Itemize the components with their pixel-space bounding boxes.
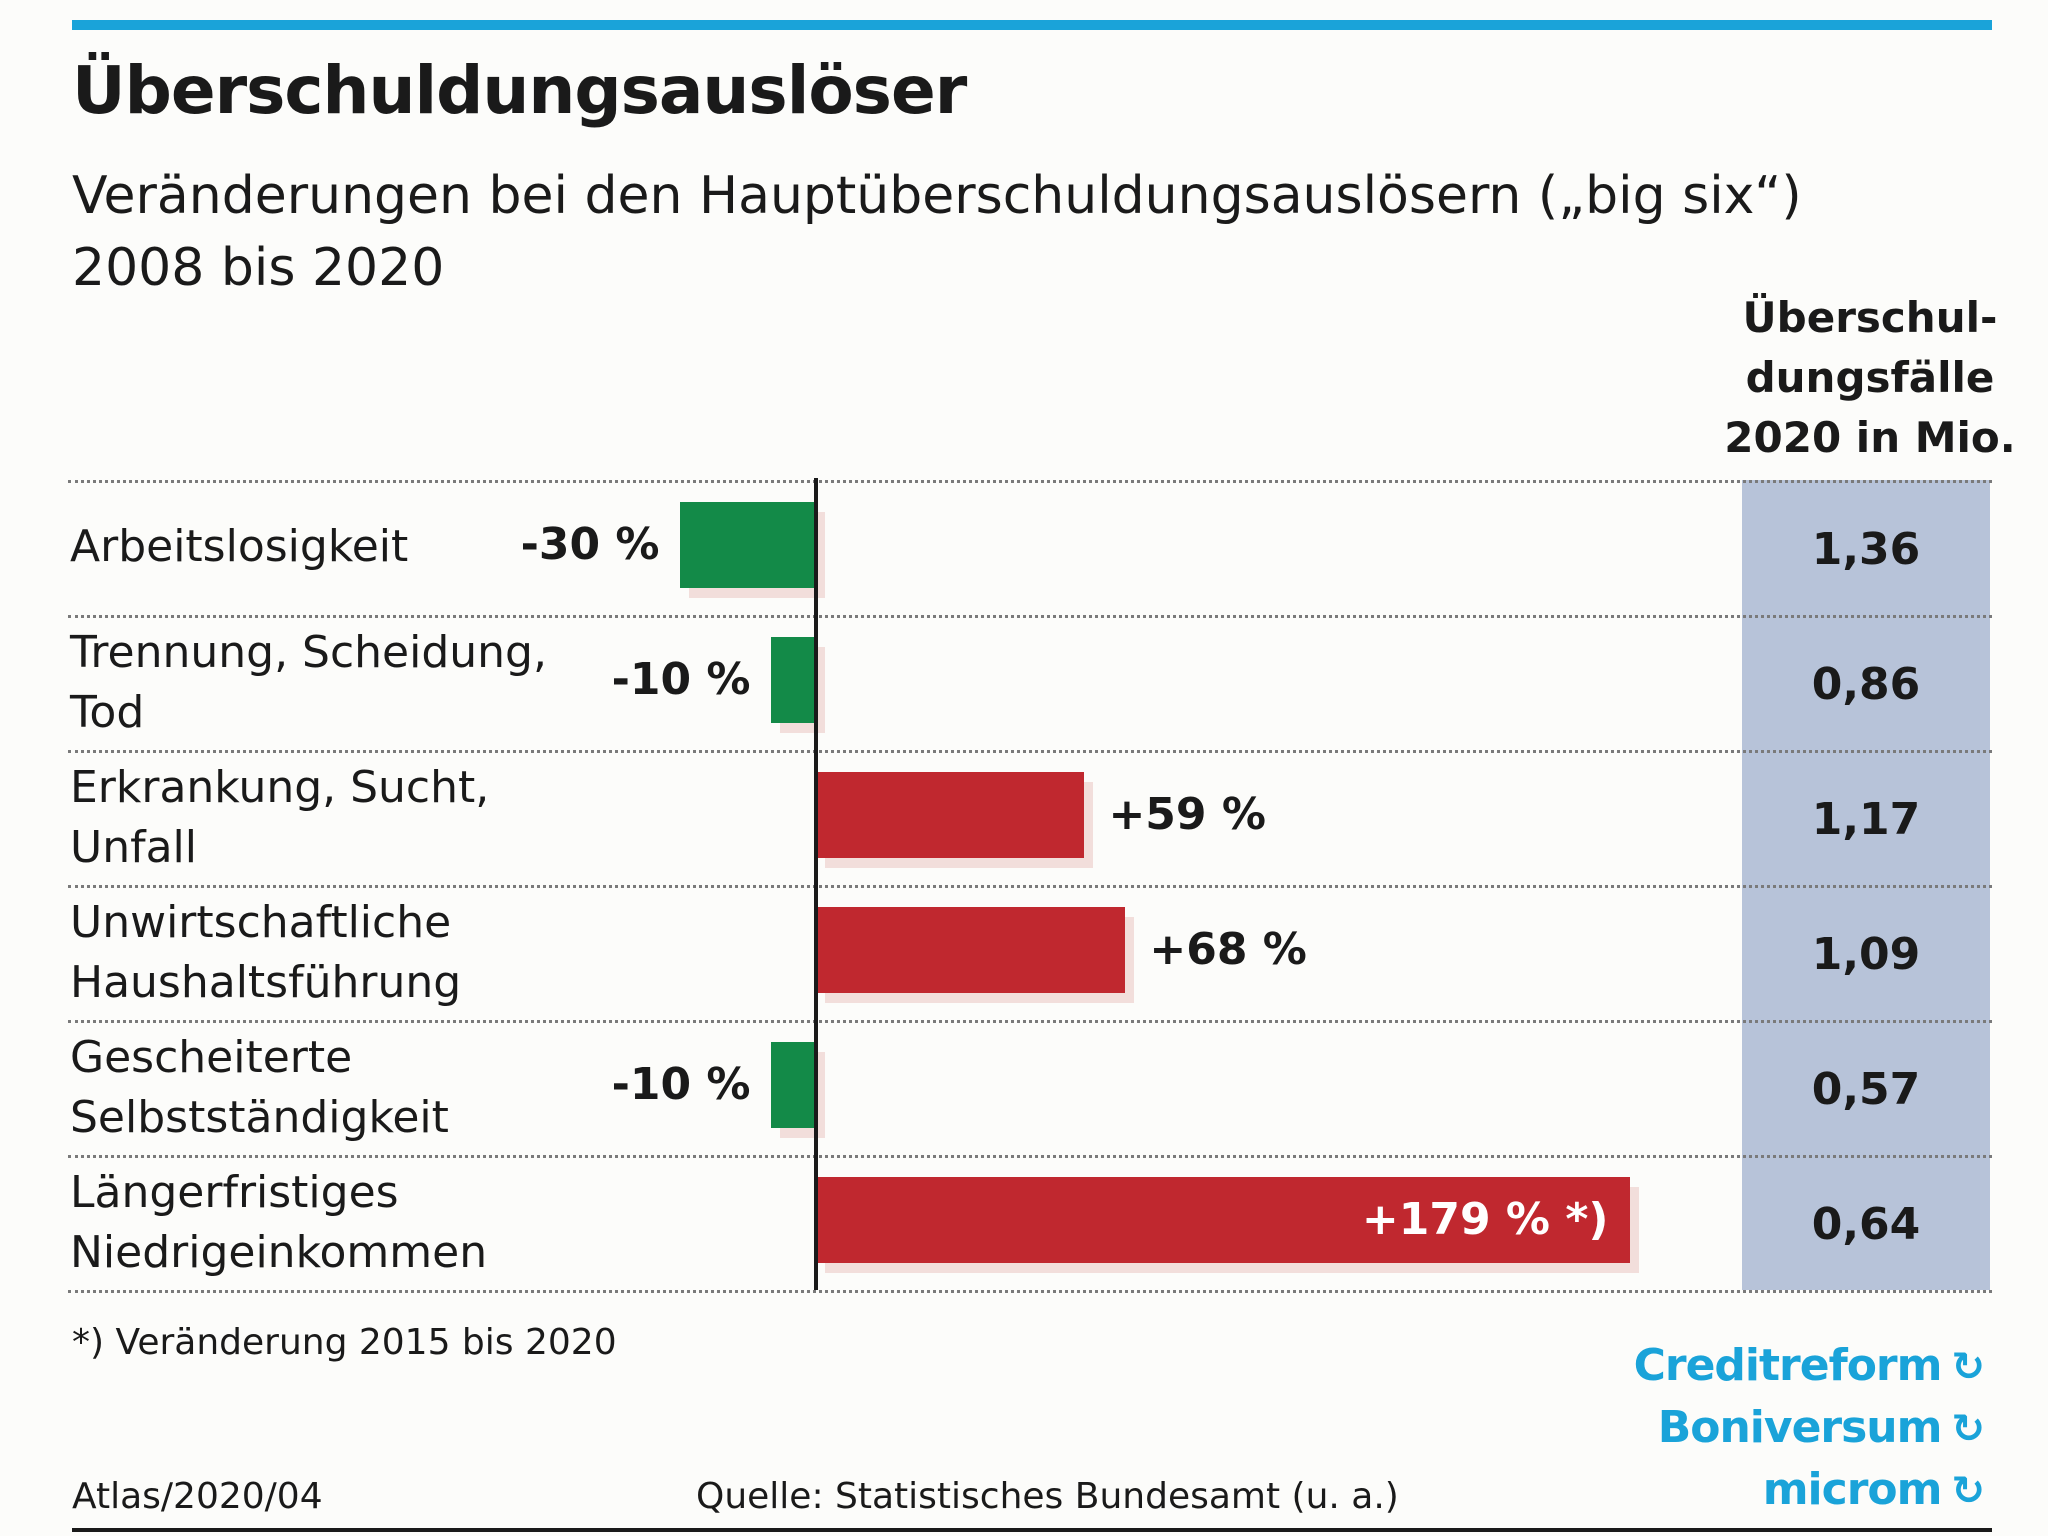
- zero-axis: [814, 478, 818, 1290]
- logo-creditreform: Creditreform ↻: [1633, 1340, 1985, 1391]
- bar-value-label: -10 %: [611, 654, 751, 705]
- category-label: Trennung, Scheidung, Tod: [70, 627, 547, 738]
- bar-3: [816, 772, 1085, 858]
- bar-5: [770, 1042, 816, 1128]
- cases-value: 1,36: [1811, 524, 1921, 575]
- bar-value-label: -10 %: [611, 1059, 751, 1110]
- row-divider: [68, 480, 1992, 483]
- bar-value-label: +68 %: [1149, 924, 1307, 975]
- row-divider: [68, 1290, 1992, 1293]
- logo-boniversum: Boniversum ↻: [1657, 1402, 1985, 1453]
- bar-value-label: +179 % *): [1361, 1194, 1609, 1245]
- source-line: Quelle: Statistisches Bundesamt (u. a.): [696, 1476, 1399, 1517]
- row-divider: [68, 1155, 1992, 1158]
- category-label: Gescheiterte Selbstständigkeit: [70, 1032, 449, 1143]
- bar-4: [816, 907, 1126, 993]
- bar-6: [816, 1177, 1631, 1263]
- cases-value: 1,09: [1811, 929, 1921, 980]
- row-divider: [68, 615, 1992, 618]
- logo-microm: microm ↻: [1762, 1464, 1985, 1515]
- row-divider: [68, 1020, 1992, 1023]
- chart-title: Überschuldungsauslöser: [72, 52, 967, 129]
- category-label: Längerfristiges Niedrigeinkommen: [70, 1167, 488, 1278]
- bar-1: [679, 502, 816, 588]
- row-divider: [68, 750, 1992, 753]
- cases-value: 0,64: [1811, 1199, 1921, 1250]
- cases-value: 1,17: [1811, 794, 1921, 845]
- value-column-header: Überschul- dungsfälle 2020 in Mio.: [1724, 293, 2016, 462]
- cases-value: 0,86: [1811, 659, 1921, 710]
- cases-value: 0,57: [1811, 1064, 1921, 1115]
- credit-line: Atlas/2020/04: [72, 1476, 323, 1517]
- bar-value-label: +59 %: [1108, 789, 1266, 840]
- chart-subtitle: Veränderungen bei den Hauptüberschuldung…: [72, 166, 1802, 298]
- bar-value-label: -30 %: [520, 519, 660, 570]
- top-accent-bar: [72, 20, 1992, 30]
- footnote: *) Veränderung 2015 bis 2020: [72, 1322, 617, 1363]
- row-divider: [68, 885, 1992, 888]
- category-label: Erkrankung, Sucht, Unfall: [70, 762, 490, 873]
- category-label: Unwirtschaftliche Haushaltsführung: [70, 897, 462, 1008]
- category-label: Arbeitslosigkeit: [70, 521, 409, 572]
- bottom-rule: [72, 1528, 1992, 1532]
- bar-2: [770, 637, 816, 723]
